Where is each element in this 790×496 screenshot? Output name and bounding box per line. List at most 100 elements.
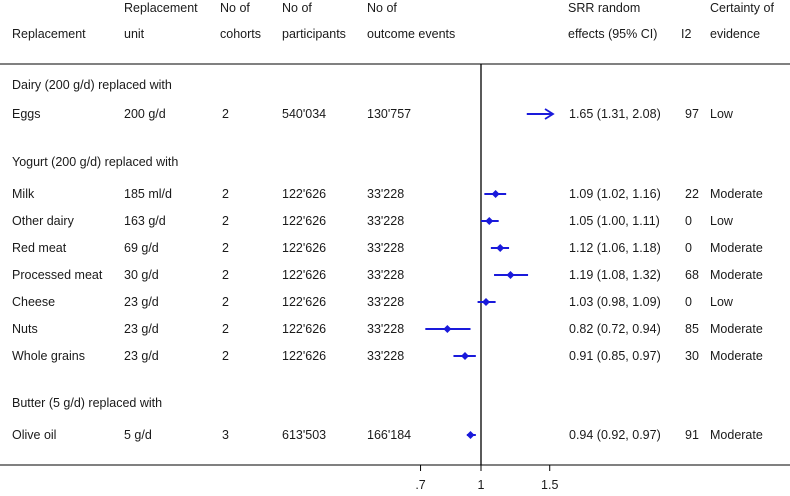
table-row: Red meat 69 g/d 2 122'626 33'228 1.12 (1.06, … [12,241,763,255]
table-header: Replacement Replacement unit No of cohor… [12,1,774,41]
point-estimate [485,217,494,225]
table-row: Whole grains 23 g/d 2 122'626 33'228 0.91 (0.… [12,349,763,363]
row-events: 33'228 [367,349,404,363]
row-participants: 613'503 [282,428,326,442]
row-unit: 200 g/d [124,107,166,121]
row-certainty: Moderate [710,349,763,363]
header-unit-line2: unit [124,27,145,41]
header-cohorts-line2: cohorts [220,27,261,41]
header-srr-line1: SRR random [568,1,640,15]
row-i2: 22 [685,187,699,201]
row-unit: 5 g/d [124,428,152,442]
row-srr-ci: 1.03 (0.98, 1.09) [569,295,661,309]
point-estimate [491,190,500,198]
row-label: Eggs [12,107,41,121]
row-cohorts: 2 [222,107,229,121]
row-label: Processed meat [12,268,103,282]
row-events: 130'757 [367,107,411,121]
header-certainty-line2: evidence [710,27,760,41]
row-unit: 23 g/d [124,349,159,363]
row-certainty: Moderate [710,428,763,442]
table-row: Milk 185 ml/d 2 122'626 33'228 1.09 (1.02, 1.… [12,187,763,201]
row-i2: 97 [685,107,699,121]
x-tick-label: 1.5 [541,478,558,492]
x-axis-ticks: .7 1 1.5 [415,465,558,492]
point-estimate [461,352,470,360]
row-events: 33'228 [367,268,404,282]
group-heading: Butter (5 g/d) replaced with [12,396,162,410]
row-participants: 122'626 [282,322,326,336]
row-label: Cheese [12,295,55,309]
row-cohorts: 2 [222,349,229,363]
row-certainty: Moderate [710,187,763,201]
row-i2: 0 [685,214,692,228]
header-i2: I2 [681,27,691,41]
row-certainty: Moderate [710,241,763,255]
row-unit: 30 g/d [124,268,159,282]
header-certainty-line1: Certainty of [710,1,774,15]
row-participants: 122'626 [282,187,326,201]
header-unit-line1: Replacement [124,1,198,15]
row-participants: 122'626 [282,268,326,282]
row-events: 33'228 [367,214,404,228]
row-events: 33'228 [367,241,404,255]
row-certainty: Moderate [710,322,763,336]
table-row: Eggs 200 g/d 2 540'034 130'757 1.65 (1.31, 2.… [12,107,734,121]
row-cohorts: 2 [222,322,229,336]
point-estimate [482,298,491,306]
row-srr-ci: 1.12 (1.06, 1.18) [569,241,661,255]
row-i2: 91 [685,428,699,442]
row-participants: 540'034 [282,107,326,121]
row-label: Milk [12,187,35,201]
table-row: Olive oil 5 g/d 3 613'503 166'184 0.94 (0.92,… [12,428,763,442]
ci-arrow [544,108,555,120]
row-events: 33'228 [367,295,404,309]
row-events: 33'228 [367,322,404,336]
row-events: 33'228 [367,187,404,201]
header-participants-line2: participants [282,27,346,41]
row-cohorts: 2 [222,187,229,201]
row-cohorts: 2 [222,268,229,282]
row-srr-ci: 0.91 (0.85, 0.97) [569,349,661,363]
table-row: Nuts 23 g/d 2 122'626 33'228 0.82 (0.72, 0.94… [12,322,763,336]
row-cohorts: 2 [222,214,229,228]
row-cohorts: 2 [222,241,229,255]
table-row: Cheese 23 g/d 2 122'626 33'228 1.03 (0.98, 1.… [12,295,734,309]
row-unit: 23 g/d [124,295,159,309]
row-srr-ci: 0.94 (0.92, 0.97) [569,428,661,442]
x-tick-label: 1 [478,478,485,492]
row-unit: 185 ml/d [124,187,172,201]
point-estimate [506,271,515,279]
row-certainty: Low [710,214,734,228]
header-participants-line1: No of [282,1,312,15]
row-label: Whole grains [12,349,85,363]
header-events-line2: outcome events [367,27,455,41]
row-cohorts: 2 [222,295,229,309]
point-estimate [466,431,475,439]
row-label: Red meat [12,241,67,255]
header-replacement: Replacement [12,27,86,41]
header-cohorts-line1: No of [220,1,250,15]
row-participants: 122'626 [282,241,326,255]
row-unit: 163 g/d [124,214,166,228]
point-estimate [496,244,505,252]
row-label: Other dairy [12,214,75,228]
group-heading: Dairy (200 g/d) replaced with [12,78,172,92]
row-participants: 122'626 [282,295,326,309]
row-unit: 69 g/d [124,241,159,255]
row-srr-ci: 1.05 (1.00, 1.11) [569,214,660,228]
row-cohorts: 3 [222,428,229,442]
header-srr-line2: effects (95% CI) [568,27,657,41]
row-certainty: Low [710,295,734,309]
row-label: Olive oil [12,428,56,442]
row-label: Nuts [12,322,38,336]
row-participants: 122'626 [282,214,326,228]
header-events-line1: No of [367,1,397,15]
row-unit: 23 g/d [124,322,159,336]
row-events: 166'184 [367,428,411,442]
row-i2: 30 [685,349,699,363]
table-body: Dairy (200 g/d) replaced with Eggs 200 g/d… [12,78,763,442]
row-i2: 0 [685,295,692,309]
row-i2: 0 [685,241,692,255]
